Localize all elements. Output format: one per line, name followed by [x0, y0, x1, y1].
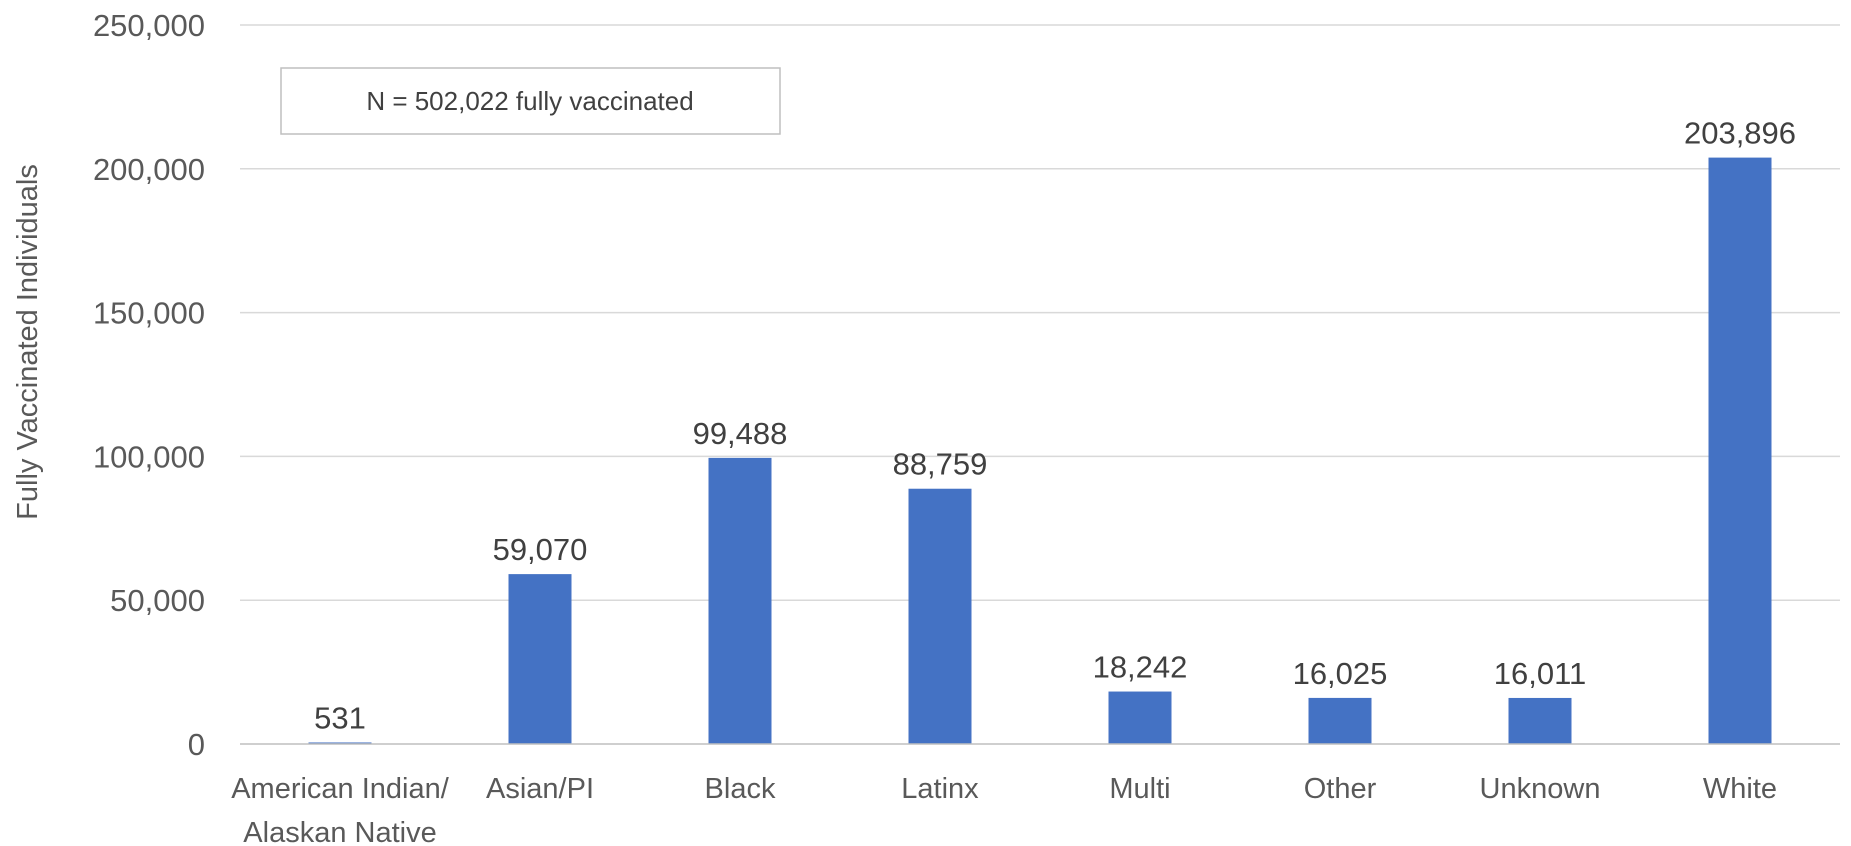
data-label: 531 — [314, 700, 366, 735]
y-tick-label: 0 — [188, 727, 205, 762]
y-axis-ticks: 0 50,000 100,000 150,000 200,000 250,000 — [93, 8, 205, 762]
x-category-label: White — [1703, 773, 1777, 805]
bar — [1108, 691, 1172, 744]
bar — [708, 457, 772, 744]
bar — [1708, 157, 1772, 745]
y-axis-title: Fully Vaccinated Individuals — [12, 164, 44, 520]
x-axis-categories: American Indian/Alaskan Native Asian/PI Bl… — [231, 773, 1777, 846]
data-label: 16,025 — [1293, 656, 1388, 691]
bar — [908, 488, 972, 744]
bars — [308, 157, 1772, 745]
annotation-frame — [280, 67, 781, 135]
annotation-box: N = 502,022 fully vaccinated — [280, 67, 781, 135]
bar — [308, 742, 372, 744]
data-label: 88,759 — [893, 447, 988, 482]
x-category-label: Unknown — [1480, 773, 1601, 805]
bar — [1308, 697, 1372, 744]
y-tick-label: 50,000 — [110, 583, 205, 618]
data-labels: 531 59,070 99,488 88,759 18,242 16,025 16,011 2… — [314, 116, 1796, 736]
y-tick-label: 100,000 — [93, 439, 205, 474]
annotation-text: N = 502,022 fully vaccinated — [366, 86, 693, 116]
y-tick-label: 150,000 — [93, 296, 205, 331]
x-category-label: Multi — [1109, 773, 1170, 805]
data-label: 59,070 — [493, 532, 588, 567]
bar — [1508, 697, 1572, 744]
x-category-label: Latinx — [901, 773, 979, 805]
x-category-label: Black — [705, 773, 776, 805]
data-label: 203,896 — [1684, 116, 1796, 151]
data-label: 18,242 — [1093, 650, 1188, 685]
x-category-label: Alaskan Native — [243, 817, 436, 846]
x-category-label: American Indian/ — [231, 773, 450, 805]
y-tick-label: 250,000 — [93, 8, 205, 43]
gridlines — [240, 24, 1840, 601]
data-label: 99,488 — [693, 416, 788, 451]
x-category-label: Asian/PI — [486, 773, 594, 805]
y-tick-label: 200,000 — [93, 152, 205, 187]
bar — [508, 574, 572, 744]
data-label: 16,011 — [1494, 656, 1587, 691]
x-category-label: Other — [1304, 773, 1377, 805]
